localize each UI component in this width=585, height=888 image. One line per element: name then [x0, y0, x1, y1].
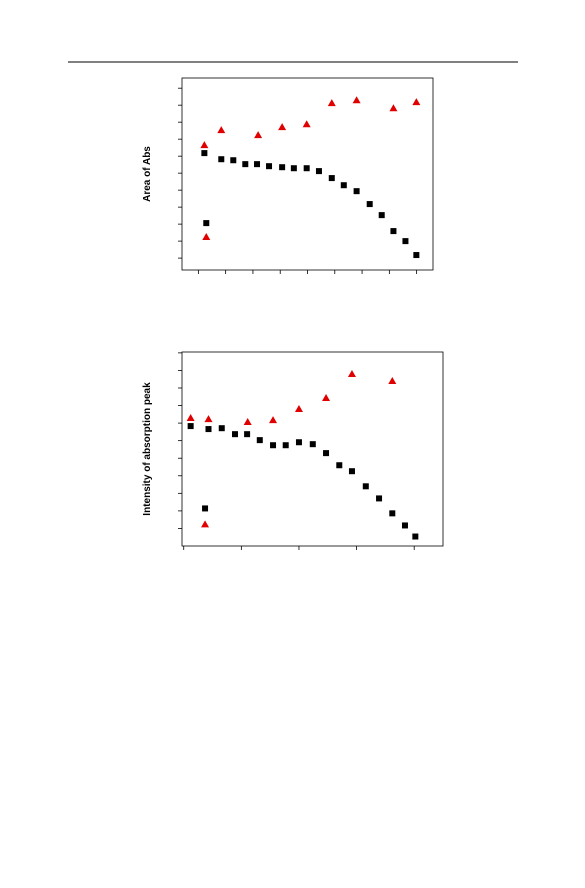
square-point: [218, 425, 225, 432]
square-point: [323, 450, 330, 457]
square-point: [413, 252, 420, 259]
square-point: [202, 505, 209, 512]
square-point: [390, 228, 397, 235]
square-point: [378, 212, 385, 219]
triangle-point: [278, 123, 287, 131]
square-point: [201, 150, 208, 157]
square-point: [254, 161, 261, 168]
square-point: [336, 462, 343, 469]
square-point: [218, 156, 225, 163]
square-point: [230, 157, 237, 164]
square-point: [244, 431, 251, 438]
triangle-point: [204, 415, 213, 423]
square-point: [309, 441, 316, 448]
triangle-point: [347, 369, 356, 377]
square-point: [340, 182, 347, 189]
triangle-point: [243, 418, 252, 426]
square-point: [402, 238, 409, 245]
triangle-point: [389, 104, 398, 112]
square-point: [389, 510, 396, 517]
triangle-point: [294, 405, 303, 413]
square-point: [362, 483, 369, 490]
square-point: [353, 188, 360, 195]
triangle-point: [200, 141, 209, 149]
triangle-point: [269, 416, 278, 424]
triangle-point: [202, 233, 211, 241]
square-point: [266, 163, 273, 170]
triangle-point: [186, 414, 195, 422]
square-point: [203, 220, 210, 227]
triangle-point: [217, 126, 226, 134]
square-point: [303, 165, 310, 172]
square-point: [187, 423, 194, 430]
triangle-point: [352, 96, 361, 104]
square-point: [348, 468, 355, 475]
triangle-point: [322, 393, 331, 401]
triangle-point: [302, 120, 311, 128]
square-point: [401, 522, 408, 529]
square-point: [315, 168, 322, 175]
triangle-point: [388, 376, 397, 384]
plot-frame: [181, 351, 444, 547]
square-point: [242, 161, 249, 168]
triangle-point: [412, 98, 421, 106]
square-point: [279, 164, 286, 171]
square-point: [290, 165, 297, 172]
plot-frame: [181, 77, 434, 271]
square-point: [270, 442, 277, 449]
square-point: [328, 175, 335, 182]
y-axis-label: Area of Abs: [142, 146, 153, 202]
square-point: [205, 426, 212, 433]
triangle-point: [201, 520, 210, 528]
square-point: [232, 431, 239, 438]
square-point: [366, 201, 373, 208]
y-axis-label: Intensity of absorption peak: [142, 382, 153, 516]
chart: Area of Abs: [142, 77, 434, 274]
triangle-point: [327, 99, 336, 107]
square-point: [295, 439, 302, 446]
square-point: [376, 495, 383, 502]
triangle-point: [254, 131, 263, 139]
square-point: [282, 442, 289, 449]
square-point: [256, 437, 263, 444]
chart: Intensity of absorption peak: [142, 351, 444, 550]
square-point: [412, 533, 419, 540]
